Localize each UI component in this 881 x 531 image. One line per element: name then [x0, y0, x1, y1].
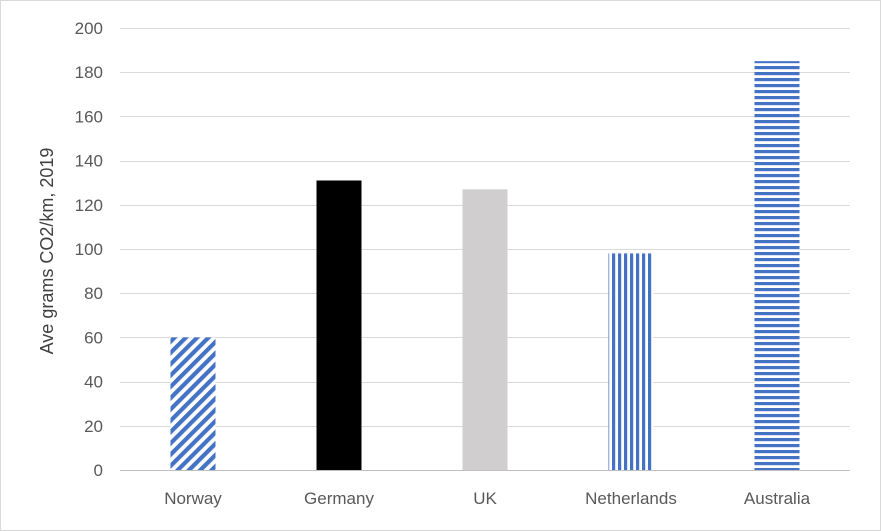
gridlines — [120, 28, 850, 471]
x-tick-label: UK — [473, 489, 497, 508]
x-tick-label: Netherlands — [585, 489, 677, 508]
y-tick-label: 60 — [84, 328, 103, 347]
y-tick-labels: 0 20 40 60 80 100 120 140 160 180 200 — [75, 19, 103, 480]
x-tick-label: Germany — [304, 489, 374, 508]
y-axis-title: Ave grams CO2/km, 2019 — [37, 148, 57, 355]
y-tick-label: 80 — [84, 284, 103, 303]
y-tick-label: 160 — [75, 107, 103, 126]
x-tick-label: Norway — [164, 489, 222, 508]
x-tick-labels: Norway Germany UK Netherlands Australia — [164, 489, 810, 508]
y-tick-label: 180 — [75, 63, 103, 82]
y-tick-label: 100 — [75, 240, 103, 259]
bar-norway — [170, 337, 216, 470]
bar-australia — [754, 61, 800, 471]
y-tick-label: 40 — [84, 373, 103, 392]
y-tick-label: 200 — [75, 19, 103, 38]
bar-uk — [462, 189, 508, 470]
y-tick-label: 140 — [75, 152, 103, 171]
x-tick-label: Australia — [744, 489, 811, 508]
bar-germany — [316, 180, 362, 471]
bar-netherlands — [608, 253, 654, 470]
y-tick-label: 0 — [94, 461, 103, 480]
y-tick-label: 120 — [75, 196, 103, 215]
y-tick-label: 20 — [84, 417, 103, 436]
bars — [170, 61, 800, 471]
